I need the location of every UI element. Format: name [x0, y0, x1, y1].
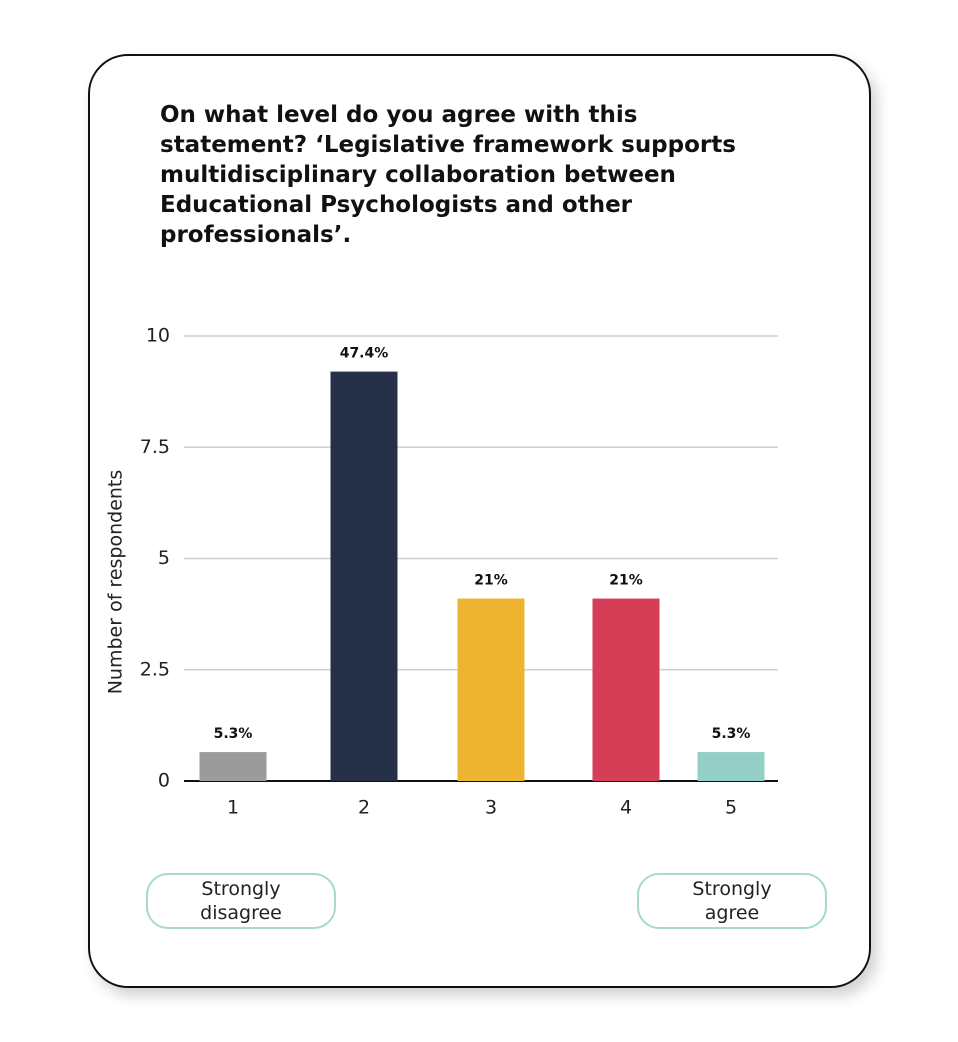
x-tick-label: 1	[227, 797, 239, 819]
chart-title: On what level do you agree with this sta…	[160, 102, 736, 248]
y-tick-label: 0	[158, 770, 170, 792]
y-tick-label: 10	[146, 325, 170, 347]
bar	[697, 752, 765, 781]
y-tick-label: 2.5	[140, 658, 170, 680]
bar	[330, 371, 398, 781]
y-tick-label: 7.5	[140, 436, 170, 458]
chart: Number of respondents 0 2.5 5 7.5 10 1 5.3% 2 47…	[105, 325, 778, 819]
value-label: 5.3%	[712, 726, 751, 742]
x-tick-label: 3	[485, 797, 497, 819]
scale-label: Strongly disagree	[146, 873, 336, 929]
x-tick-label: 5	[725, 797, 737, 819]
x-tick-label: 4	[620, 797, 632, 819]
bar	[592, 598, 660, 781]
card	[88, 54, 871, 988]
bar	[457, 598, 525, 781]
bar	[199, 752, 267, 781]
value-label: 5.3%	[214, 726, 253, 742]
value-label: 21%	[609, 573, 643, 589]
value-label: 47.4%	[340, 346, 389, 362]
y-axis-label: Number of respondents	[105, 470, 127, 695]
scale-label: Strongly agree	[637, 873, 827, 929]
x-tick-label: 2	[358, 797, 370, 819]
y-tick-label: 5	[158, 547, 170, 569]
value-label: 21%	[474, 573, 508, 589]
